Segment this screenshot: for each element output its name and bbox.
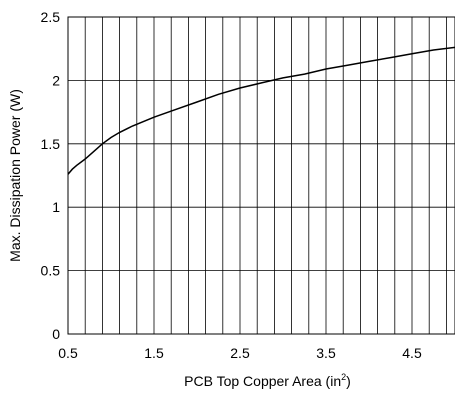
y-tick-label: 2 xyxy=(52,72,60,88)
x-tick-label: 1.5 xyxy=(144,345,164,361)
y-tick-label: 1 xyxy=(52,199,60,215)
x-tick-label: 2.5 xyxy=(230,345,250,361)
x-tick-labels: 0.5 1.5 2.5 3.5 4.5 xyxy=(58,345,422,361)
y-tick-label: 0.5 xyxy=(41,263,61,279)
y-tick-label: 0 xyxy=(52,326,60,342)
y-axis-label: Max. Dissipation Power (W) xyxy=(7,89,23,262)
y-tick-label: 1.5 xyxy=(41,136,61,152)
series-line xyxy=(67,46,455,175)
x-tick-label: 3.5 xyxy=(316,345,336,361)
grid-lines xyxy=(68,17,455,334)
x-tick-label: 0.5 xyxy=(58,345,78,361)
x-axis-label-main: PCB Top Copper Area (in xyxy=(184,373,341,389)
x-tick-label: 4.5 xyxy=(402,345,422,361)
y-tick-label: 2.5 xyxy=(41,9,61,25)
x-axis-label-suffix: ) xyxy=(346,373,351,389)
x-axis-label-superscript: 2 xyxy=(341,372,346,382)
x-axis-label: PCB Top Copper Area (in2) xyxy=(184,372,351,389)
plot-frame xyxy=(67,16,455,335)
y-tick-labels: 0 0.5 1 1.5 2 2.5 xyxy=(41,9,61,342)
